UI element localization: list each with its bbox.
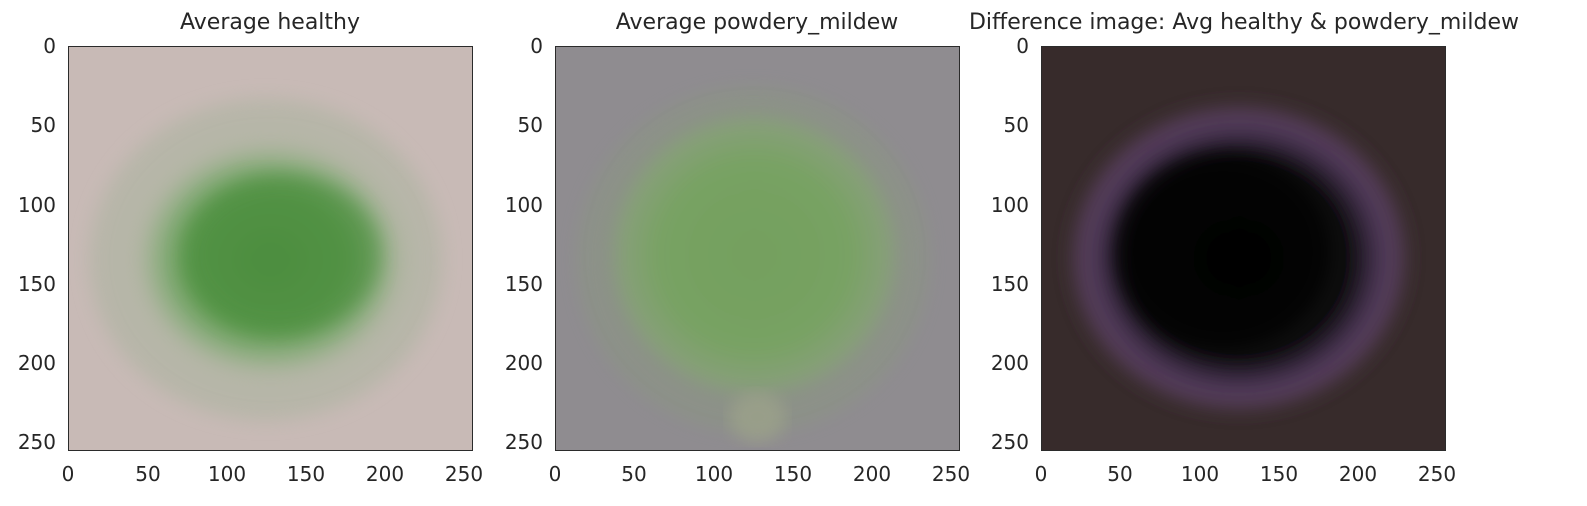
- image-axes: [555, 46, 960, 451]
- x-tick-label: 200: [852, 462, 892, 486]
- difference-core: [1115, 154, 1331, 350]
- heatmap-image: [556, 47, 959, 450]
- leaf-stem: [729, 391, 786, 443]
- x-tick-label: 50: [621, 462, 647, 486]
- y-tick-label: 0: [530, 34, 543, 58]
- x-tick-label: 250: [1417, 462, 1457, 486]
- y-tick-label: 0: [1016, 34, 1029, 58]
- y-tick-label: 100: [990, 193, 1029, 217]
- leaf-core: [183, 176, 380, 334]
- x-tick-label: 50: [135, 462, 161, 486]
- y-tick-label: 150: [504, 272, 543, 296]
- y-tick-label: 200: [17, 351, 56, 375]
- y-tick-label: 50: [30, 113, 56, 137]
- y-tick-label: 250: [17, 430, 56, 454]
- x-tick-label: 50: [1107, 462, 1133, 486]
- heatmap-image: [1042, 47, 1445, 450]
- panel-title: Average powdery_mildew: [615, 10, 899, 35]
- image-axes: [1041, 46, 1446, 451]
- y-tick-label: 100: [17, 193, 56, 217]
- y-tick-label: 150: [17, 272, 56, 296]
- y-tick-label: 50: [517, 113, 543, 137]
- panel-title: Difference image: Avg healthy & powdery_…: [968, 10, 1520, 35]
- y-tick-label: 200: [504, 351, 543, 375]
- y-tick-label: 50: [1003, 113, 1029, 137]
- panel-title: Average healthy: [180, 10, 360, 35]
- x-tick-label: 250: [444, 462, 484, 486]
- heatmap-image: [69, 47, 472, 450]
- x-tick-label: 100: [207, 462, 247, 486]
- x-tick-label: 250: [931, 462, 971, 486]
- image-axes: [68, 46, 473, 451]
- x-tick-label: 200: [1338, 462, 1378, 486]
- x-tick-label: 0: [1034, 462, 1048, 486]
- y-tick-label: 200: [990, 351, 1029, 375]
- y-tick-label: 100: [504, 193, 543, 217]
- y-tick-label: 150: [990, 272, 1029, 296]
- x-tick-label: 150: [286, 462, 326, 486]
- x-tick-label: 0: [548, 462, 562, 486]
- x-tick-label: 150: [1259, 462, 1299, 486]
- x-tick-label: 200: [365, 462, 405, 486]
- y-tick-label: 250: [504, 430, 543, 454]
- x-tick-label: 100: [694, 462, 734, 486]
- y-tick-label: 0: [43, 34, 56, 58]
- x-tick-label: 100: [1180, 462, 1220, 486]
- x-tick-label: 0: [61, 462, 75, 486]
- y-tick-label: 250: [990, 430, 1029, 454]
- x-tick-label: 150: [773, 462, 813, 486]
- leaf-body: [596, 100, 912, 410]
